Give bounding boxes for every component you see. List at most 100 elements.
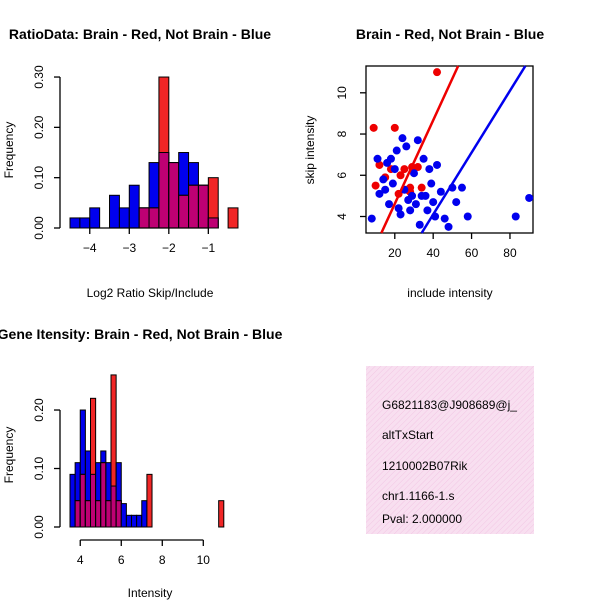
point-not-brain xyxy=(436,187,445,196)
point-not-brain xyxy=(381,185,390,194)
point-not-brain xyxy=(394,204,403,213)
scatter-axes: 20 40 60 80 4 6 8 10 xyxy=(335,86,517,260)
info-gene-name: 1210002B07Rik xyxy=(382,459,468,473)
ratio-histogram-xlabel: Log2 Ratio Skip/Include xyxy=(87,286,214,300)
x-tick-label: 8 xyxy=(159,553,166,567)
point-not-brain xyxy=(390,165,399,174)
point-not-brain xyxy=(373,154,382,163)
bar-overlap xyxy=(207,217,219,229)
point-not-brain xyxy=(408,191,417,200)
bar-overlap xyxy=(115,500,122,528)
point-not-brain xyxy=(388,179,397,188)
info-event-type: altTxStart xyxy=(382,428,434,442)
info-panel: G6821183@J908689@j_ altTxStart 1210002B0… xyxy=(366,366,534,534)
fit-line-brain xyxy=(380,65,460,234)
point-brain xyxy=(369,123,378,132)
point-not-brain xyxy=(415,220,424,229)
x-tick-label: −1 xyxy=(201,241,215,255)
x-tick-label: 20 xyxy=(388,246,402,260)
ratio-histogram-ylabel: Frequency xyxy=(2,122,16,179)
y-tick-label: 8 xyxy=(335,130,349,137)
intensity-histogram-bars xyxy=(69,374,225,528)
bar-overlap xyxy=(158,152,170,229)
bar-overlap xyxy=(110,485,117,528)
intensity-histogram-axes: 4 6 8 10 0.00 0.10 0.20 xyxy=(32,398,210,567)
bar-not-brain xyxy=(79,217,91,229)
x-tick-label: 40 xyxy=(427,246,441,260)
point-not-brain xyxy=(396,210,405,219)
point-not-brain xyxy=(402,142,411,151)
bar-overlap xyxy=(168,162,180,229)
bar-overlap xyxy=(90,473,97,528)
point-not-brain xyxy=(457,183,466,192)
bar-not-brain xyxy=(120,503,127,528)
intensity-histogram-ylabel: Frequency xyxy=(2,427,16,484)
x-tick-label: −2 xyxy=(162,241,176,255)
scatter-ylabel: skip intensity xyxy=(303,116,317,185)
ratio-histogram-title: RatioData: Brain - Red, Not Brain - Blue xyxy=(9,26,271,42)
scatter-title: Brain - Red, Not Brain - Blue xyxy=(356,26,544,42)
ratio-histogram-panel: RatioData: Brain - Red, Not Brain - Blue… xyxy=(2,26,271,300)
fit-line-not-brain xyxy=(420,65,527,234)
y-tick-label: 0.10 xyxy=(32,457,46,481)
ratio-histogram-axes: −4 −3 −2 −1 0.00 0.10 0.20 0.30 xyxy=(32,65,215,255)
bar-overlap xyxy=(197,184,209,229)
x-tick-label: 80 xyxy=(503,246,517,260)
point-not-brain xyxy=(392,146,401,155)
bar-not-brain xyxy=(109,194,120,229)
intensity-histogram-title: Gene Itensity: Brain - Red, Not Brain - … xyxy=(0,326,283,342)
point-not-brain xyxy=(385,200,394,209)
intensity-histogram-xlabel: Intensity xyxy=(128,586,173,600)
point-not-brain xyxy=(421,191,430,200)
point-brain xyxy=(371,181,380,190)
point-not-brain xyxy=(409,169,418,178)
point-brain xyxy=(417,183,426,192)
bar-not-brain xyxy=(128,184,140,229)
y-tick-label: 0.30 xyxy=(32,65,46,89)
point-not-brain xyxy=(440,214,449,223)
x-tick-label: −4 xyxy=(83,241,97,255)
point-not-brain xyxy=(379,175,388,184)
bar-overlap xyxy=(148,207,160,229)
x-tick-label: 4 xyxy=(77,553,84,567)
y-tick-label: 10 xyxy=(335,86,349,100)
bar-not-brain xyxy=(141,500,148,528)
point-not-brain xyxy=(386,154,395,163)
bar-overlap xyxy=(74,500,81,528)
point-brain xyxy=(400,165,409,174)
point-brain xyxy=(396,171,405,180)
point-not-brain xyxy=(429,198,438,207)
y-tick-label: 0.00 xyxy=(32,216,46,240)
scatter-panel: Brain - Red, Not Brain - Blue 20 40 60 80 4 6… xyxy=(303,26,544,300)
point-not-brain xyxy=(411,200,420,209)
point-not-brain xyxy=(419,154,428,163)
info-location: chr1.1166-1.s xyxy=(382,489,455,503)
y-tick-label: 6 xyxy=(335,172,349,179)
scatter-marks xyxy=(367,65,534,234)
bar-not-brain xyxy=(69,217,81,229)
y-tick-label: 0.20 xyxy=(32,115,46,139)
point-not-brain xyxy=(452,198,461,207)
ratio-histogram-bars xyxy=(69,76,239,229)
intensity-histogram-panel: Gene Itensity: Brain - Red, Not Brain - … xyxy=(0,326,283,600)
y-tick-label: 0.10 xyxy=(32,166,46,190)
point-not-brain xyxy=(525,193,534,202)
bar-overlap xyxy=(95,500,102,528)
x-tick-label: −3 xyxy=(122,241,136,255)
point-brain xyxy=(390,123,399,132)
point-not-brain xyxy=(367,214,376,223)
x-tick-label: 60 xyxy=(465,246,479,260)
point-not-brain xyxy=(427,179,436,188)
info-pval: Pval: 2.000000 xyxy=(382,512,462,526)
bar-brain xyxy=(146,473,153,528)
bar-overlap xyxy=(84,500,92,528)
bar-not-brain xyxy=(136,514,143,528)
point-not-brain xyxy=(444,222,453,231)
scatter-plot-box xyxy=(365,65,534,234)
y-tick-label: 4 xyxy=(335,213,349,220)
point-not-brain xyxy=(463,212,472,221)
bar-not-brain xyxy=(89,207,101,229)
bar-brain xyxy=(227,207,239,229)
point-not-brain xyxy=(413,136,422,145)
